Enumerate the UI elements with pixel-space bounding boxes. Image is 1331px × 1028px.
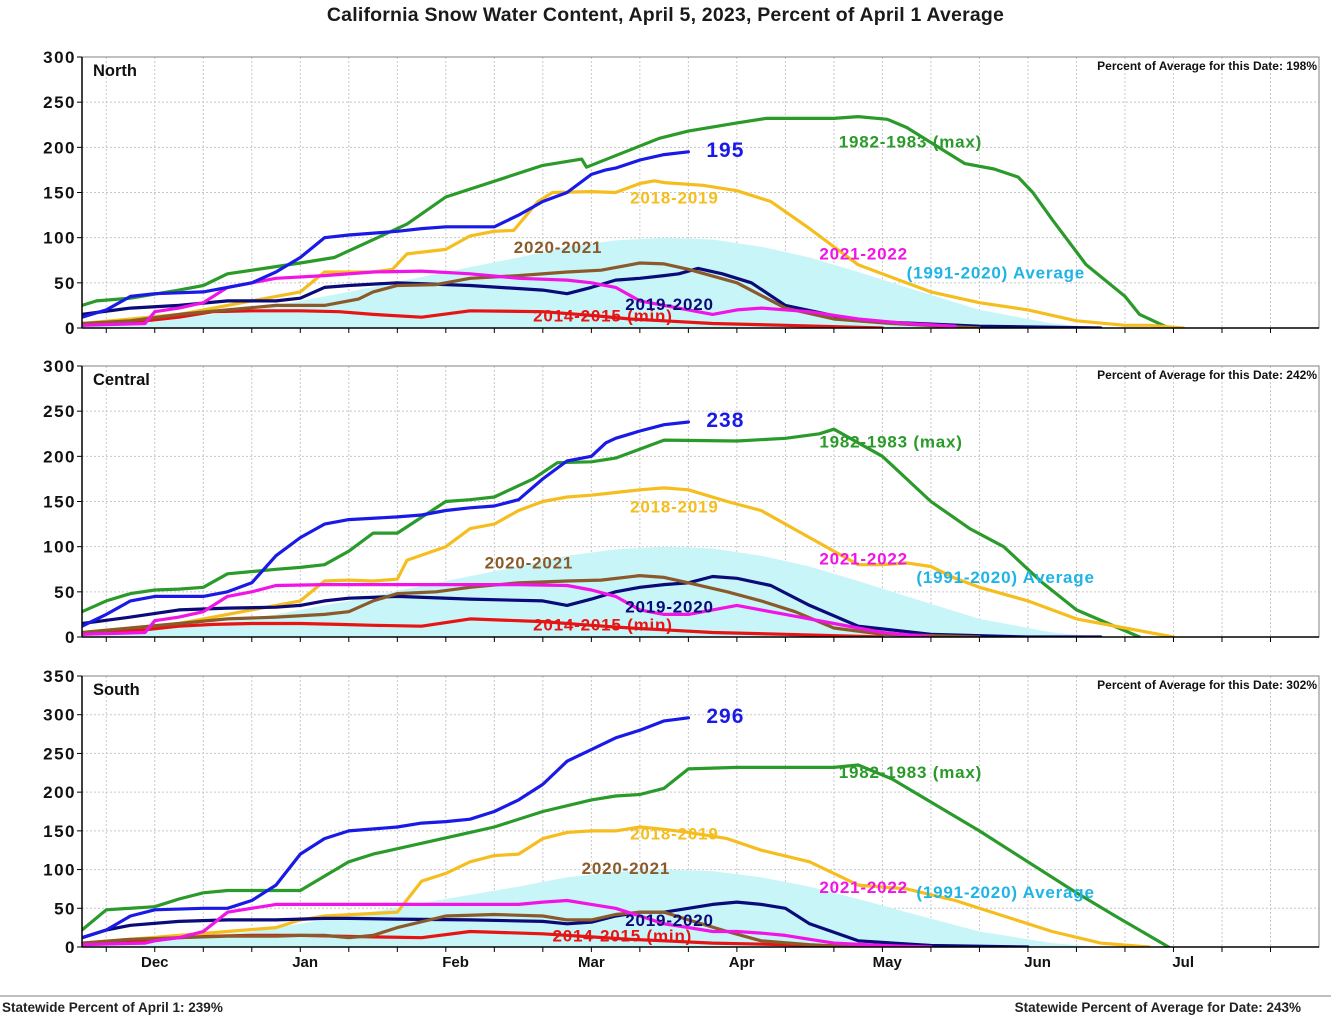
- y-tick-label: 350: [43, 667, 76, 686]
- panel-title: Central: [93, 371, 150, 389]
- series-line-min_2015: [82, 309, 885, 328]
- series-line-max_1983: [82, 763, 1171, 947]
- series-label-wy2019: 2018-2019: [630, 824, 719, 843]
- series-line-min_2015: [82, 617, 885, 637]
- x-tick-label-apr: Apr: [729, 954, 755, 971]
- x-tick-label-mar: Mar: [578, 954, 605, 971]
- x-tick-label-jun: Jun: [1024, 954, 1051, 971]
- y-tick-label: 250: [43, 744, 76, 763]
- y-tick-label: 300: [43, 706, 76, 725]
- panel-annotation: Percent of Average for this Date: 242%: [1097, 368, 1317, 382]
- plot-area: [82, 716, 1171, 947]
- panel-title: South: [93, 681, 140, 699]
- series-label-wy2022: 2021-2022: [819, 550, 908, 569]
- y-tick-label: 250: [43, 93, 76, 112]
- y-tick-label: 250: [43, 402, 76, 421]
- y-tick-label: 0: [65, 628, 76, 647]
- series-label-wy2021: 2020-2021: [582, 859, 671, 878]
- series-line-max_1983: [82, 114, 1171, 328]
- series-line-wy2019: [82, 825, 1151, 947]
- series-label-min_2015: 2014-2015 (min): [533, 307, 673, 326]
- y-tick-label: 200: [43, 447, 76, 466]
- series-label-wy2022: 2021-2022: [819, 878, 908, 897]
- panel-annotation: Percent of Average for this Date: 302%: [1097, 678, 1317, 692]
- series-line-wy2023: [82, 150, 691, 319]
- x-tick-label-dec: Dec: [141, 954, 169, 971]
- panel-title: North: [93, 62, 137, 80]
- series-line-wy2023: [82, 420, 691, 628]
- plot-area: [82, 420, 1176, 637]
- y-tick-label: 150: [43, 184, 76, 203]
- y-tick-label: 100: [43, 861, 76, 880]
- y-tick-label: 50: [54, 274, 76, 293]
- x-tick-label-jul: Jul: [1172, 954, 1194, 971]
- y-tick-label: 200: [43, 138, 76, 157]
- y-tick-label: 150: [43, 822, 76, 841]
- series-label-min_2015: 2014-2015 (min): [553, 927, 693, 946]
- statewide-percent-for-date: Statewide Percent of Average for Date: 2…: [1014, 1000, 1301, 1015]
- series-line-wy2019: [82, 179, 1185, 328]
- y-tick-label: 300: [43, 48, 76, 67]
- series-label-average: (1991-2020) Average: [916, 568, 1094, 587]
- series-line-wy2020: [82, 266, 1103, 328]
- series-label-wy2019: 2018-2019: [630, 188, 719, 207]
- panel-south: (1991-2020) Average 1982-1983 (max) 2018-2…: [43, 667, 1320, 971]
- current-value-label: 195: [706, 139, 744, 162]
- y-tick-label: 150: [43, 493, 76, 512]
- series-label-wy2022: 2021-2022: [819, 244, 908, 263]
- panel-north: (1991-2020) Average 1982-1983 (max) 2018-2…: [43, 48, 1320, 338]
- current-value-label: 238: [706, 409, 744, 432]
- x-tick-label-jan: Jan: [292, 954, 318, 971]
- series-label-wy2020: 2019-2020: [625, 598, 714, 617]
- series-line-wy2019: [82, 486, 1176, 637]
- y-tick-label: 200: [43, 783, 76, 802]
- x-tick-label-feb: Feb: [442, 954, 469, 971]
- series-line-wy2023: [82, 716, 691, 940]
- series-label-max_1983: 1982-1983 (max): [839, 763, 982, 782]
- y-tick-label: 0: [65, 319, 76, 338]
- series-label-wy2019: 2018-2019: [630, 497, 719, 516]
- series-area-average: [82, 869, 1101, 947]
- y-tick-label: 0: [65, 938, 76, 957]
- series-label-wy2021: 2020-2021: [514, 238, 603, 257]
- y-tick-label: 50: [54, 583, 76, 602]
- series-label-average: (1991-2020) Average: [916, 883, 1094, 902]
- series-label-average: (1991-2020) Average: [907, 263, 1085, 282]
- panel-central: (1991-2020) Average 1982-1983 (max) 2018-2…: [43, 357, 1320, 647]
- y-tick-label: 100: [43, 229, 76, 248]
- series-label-wy2020: 2019-2020: [625, 295, 714, 314]
- series-label-max_1983: 1982-1983 (max): [839, 132, 982, 151]
- y-tick-label: 300: [43, 357, 76, 376]
- series-label-wy2021: 2020-2021: [485, 553, 573, 572]
- panel-annotation: Percent of Average for this Date: 198%: [1097, 59, 1317, 73]
- series-label-wy2020: 2019-2020: [625, 911, 714, 930]
- current-value-label: 296: [706, 705, 744, 728]
- series-line-max_1983: [82, 427, 1142, 637]
- series-line-wy2022: [82, 898, 933, 947]
- series-line-wy2022: [82, 582, 933, 637]
- statewide-percent-april-1: Statewide Percent of April 1: 239%: [2, 1000, 223, 1015]
- series-label-max_1983: 1982-1983 (max): [819, 432, 962, 451]
- series-line-wy2021: [82, 573, 982, 637]
- plot-area: [82, 114, 1185, 328]
- x-tick-label-may: May: [873, 954, 903, 971]
- chart-title: California Snow Water Content, April 5, …: [326, 4, 1005, 26]
- series-line-wy2020: [82, 574, 1103, 637]
- series-line-wy2022: [82, 269, 957, 328]
- series-line-wy2020: [82, 900, 1030, 947]
- y-tick-label: 50: [54, 899, 76, 918]
- y-tick-label: 100: [43, 538, 76, 557]
- series-label-min_2015: 2014-2015 (min): [533, 616, 673, 635]
